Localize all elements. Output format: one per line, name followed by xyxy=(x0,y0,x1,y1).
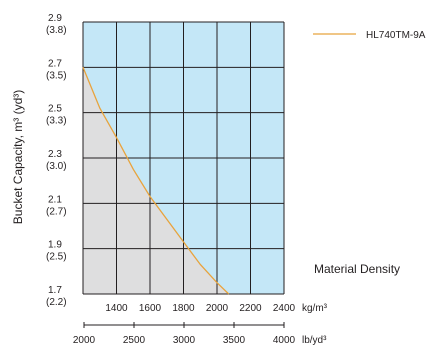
legend: HL740TM-9A xyxy=(313,30,426,41)
x2-tick-label: 4000 xyxy=(273,335,296,346)
y-axis-label: Bucket Capacity, m³ (yd³) xyxy=(11,90,25,224)
y-tick-sublabel: (2.7) xyxy=(46,206,67,217)
x2-axis-unit: lb/yd³ xyxy=(302,335,327,346)
y-tick-sublabel: (2.5) xyxy=(46,252,67,263)
x-tick-label: 1800 xyxy=(172,303,195,314)
x-tick-label: 1400 xyxy=(105,303,128,314)
series-line-hl740tm-9a xyxy=(82,67,230,295)
y-tick-sublabel: (2.2) xyxy=(46,297,67,308)
y-tick-label: 2.7 xyxy=(48,58,62,69)
y-tick-labels: 2.9(3.8) 2.7(3.5) 2.5(3.3) 2.3(3.0) 2.1(2.7)… xyxy=(46,13,67,308)
legend-label: HL740TM-9A xyxy=(366,30,426,41)
fill-below-curve xyxy=(83,67,229,294)
grid xyxy=(82,21,285,295)
material-density-label: Material Density xyxy=(314,262,400,276)
x2-tick-label: 2000 xyxy=(73,335,96,346)
y-tick-sublabel: (3.5) xyxy=(46,70,67,81)
x2-tick-label: 2500 xyxy=(123,335,146,346)
x-axis-unit: kg/m³ xyxy=(302,303,328,314)
x-tick-label: 1600 xyxy=(139,303,162,314)
y-tick-sublabel: (3.8) xyxy=(46,25,67,36)
y-tick-sublabel: (3.0) xyxy=(46,161,67,172)
y-tick-label: 2.3 xyxy=(48,149,62,160)
x-tick-label: 2200 xyxy=(239,303,262,314)
y-tick-label: 1.7 xyxy=(48,285,62,296)
y-tick-label: 2.9 xyxy=(48,13,62,24)
x2-tick-label: 3500 xyxy=(223,335,246,346)
x-tick-labels: 1400 1600 1800 2000 2200 2400 xyxy=(105,303,295,314)
x-tick-label: 2400 xyxy=(273,303,296,314)
y-tick-label: 1.9 xyxy=(48,240,62,251)
x2-axis: 2000 2500 3000 3500 4000 xyxy=(73,322,296,346)
y-tick-label: 2.1 xyxy=(48,194,62,205)
y-tick-sublabel: (3.3) xyxy=(46,116,67,127)
y-tick-label: 2.5 xyxy=(48,104,62,115)
x2-tick-label: 3000 xyxy=(173,335,196,346)
x-tick-label: 2000 xyxy=(206,303,229,314)
